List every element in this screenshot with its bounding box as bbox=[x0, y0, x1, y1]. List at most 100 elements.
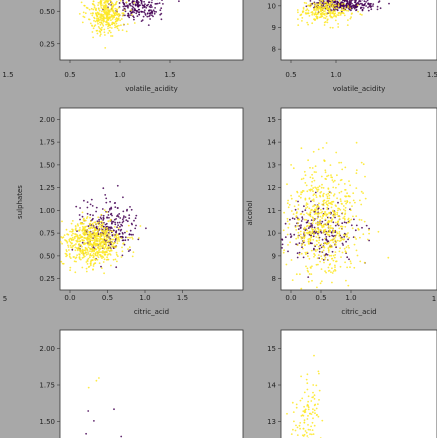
data-point-yellow bbox=[310, 425, 312, 428]
data-point-yellow bbox=[332, 200, 335, 203]
data-point-purple bbox=[126, 4, 129, 7]
data-point-yellow bbox=[103, 237, 106, 240]
data-point-purple bbox=[133, 16, 135, 19]
data-point-yellow bbox=[92, 230, 94, 232]
data-point-yellow bbox=[326, 206, 329, 209]
data-point-yellow bbox=[92, 252, 95, 255]
data-point-yellow bbox=[311, 222, 314, 225]
data-point-yellow bbox=[107, 249, 109, 252]
data-point-purple bbox=[151, 0, 153, 1]
data-point-yellow bbox=[312, 384, 315, 386]
data-point-yellow bbox=[108, 229, 111, 232]
data-point-yellow bbox=[323, 17, 325, 19]
data-point-yellow bbox=[315, 384, 318, 387]
data-point-yellow bbox=[306, 206, 309, 208]
data-point-yellow bbox=[97, 19, 100, 22]
data-point-purple bbox=[336, 9, 339, 12]
data-point-yellow bbox=[316, 190, 319, 193]
data-point-yellow bbox=[350, 13, 353, 15]
data-point-yellow bbox=[309, 233, 312, 236]
data-point-yellow bbox=[344, 206, 347, 209]
data-point-yellow bbox=[82, 254, 85, 257]
points bbox=[60, 184, 147, 275]
data-point-yellow bbox=[337, 12, 340, 14]
data-point-yellow bbox=[338, 233, 341, 235]
data-point-purple bbox=[135, 0, 138, 2]
data-point-yellow bbox=[110, 241, 113, 244]
data-point-yellow bbox=[106, 2, 108, 4]
data-point-yellow bbox=[97, 1, 100, 4]
data-point-purple bbox=[102, 187, 105, 190]
data-point-yellow bbox=[345, 9, 348, 12]
data-point-yellow bbox=[341, 212, 344, 214]
data-point-yellow bbox=[116, 19, 119, 22]
data-point-yellow bbox=[328, 197, 331, 200]
data-point-yellow bbox=[75, 235, 77, 238]
data-point-yellow bbox=[315, 236, 318, 238]
data-point-yellow bbox=[100, 14, 103, 16]
data-point-yellow bbox=[335, 205, 337, 208]
data-point-yellow bbox=[311, 265, 313, 268]
data-point-yellow bbox=[290, 210, 293, 212]
data-point-yellow bbox=[328, 8, 331, 10]
data-point-yellow bbox=[338, 0, 341, 2]
data-point-yellow bbox=[121, 246, 123, 249]
data-point-yellow bbox=[105, 250, 108, 253]
x-axis-label: citric_acid bbox=[341, 308, 376, 316]
data-point-yellow bbox=[357, 10, 359, 13]
data-point-yellow bbox=[297, 11, 299, 14]
data-point-purple bbox=[353, 0, 355, 1]
data-point-yellow bbox=[311, 429, 314, 431]
data-point-purple bbox=[161, 0, 163, 1]
data-point-purple bbox=[313, 226, 316, 229]
x-tick-label: 1.5 bbox=[427, 71, 437, 79]
data-point-yellow bbox=[93, 232, 96, 235]
data-point-yellow bbox=[312, 417, 314, 420]
data-point-yellow bbox=[107, 22, 110, 25]
data-point-yellow bbox=[93, 241, 96, 244]
data-point-yellow bbox=[97, 225, 100, 228]
data-point-yellow bbox=[322, 249, 325, 252]
data-point-yellow bbox=[329, 239, 332, 242]
data-point-yellow bbox=[97, 22, 99, 25]
data-point-purple bbox=[351, 2, 353, 5]
data-point-yellow bbox=[117, 237, 120, 240]
data-point-yellow bbox=[113, 236, 116, 238]
data-point-yellow bbox=[290, 194, 292, 197]
data-point-yellow bbox=[315, 212, 317, 215]
y-tick-label: 0.50 bbox=[39, 8, 55, 16]
data-point-yellow bbox=[105, 238, 108, 240]
data-point-yellow bbox=[355, 187, 358, 190]
data-point-yellow bbox=[325, 201, 327, 204]
data-point-purple bbox=[121, 218, 124, 221]
data-point-yellow bbox=[328, 190, 331, 193]
data-point-yellow bbox=[305, 9, 307, 12]
data-point-yellow bbox=[349, 209, 352, 212]
data-point-yellow bbox=[305, 231, 308, 234]
data-point-purple bbox=[155, 11, 158, 13]
data-point-purple bbox=[96, 220, 99, 223]
data-point-purple bbox=[87, 225, 90, 228]
data-point-purple bbox=[116, 226, 118, 229]
data-point-purple bbox=[152, 15, 154, 18]
data-point-purple bbox=[140, 2, 143, 5]
data-point-yellow bbox=[312, 198, 315, 201]
data-point-yellow bbox=[113, 4, 115, 6]
data-point-purple bbox=[148, 5, 151, 8]
data-point-purple bbox=[304, 229, 307, 232]
data-point-purple bbox=[311, 224, 314, 227]
data-point-yellow bbox=[298, 424, 301, 427]
data-point-purple bbox=[158, 2, 161, 4]
data-point-yellow bbox=[76, 249, 79, 252]
data-point-yellow bbox=[334, 244, 336, 247]
data-point-purple bbox=[137, 238, 140, 241]
data-point-yellow bbox=[92, 263, 95, 266]
x-axis-label: volatile_acidity bbox=[125, 85, 177, 93]
data-point-yellow bbox=[342, 12, 344, 15]
data-point-yellow bbox=[321, 217, 324, 220]
data-point-yellow bbox=[332, 270, 335, 272]
data-point-yellow bbox=[94, 229, 97, 232]
data-point-purple bbox=[133, 18, 135, 21]
data-point-yellow bbox=[332, 215, 335, 218]
data-point-yellow bbox=[316, 243, 318, 246]
